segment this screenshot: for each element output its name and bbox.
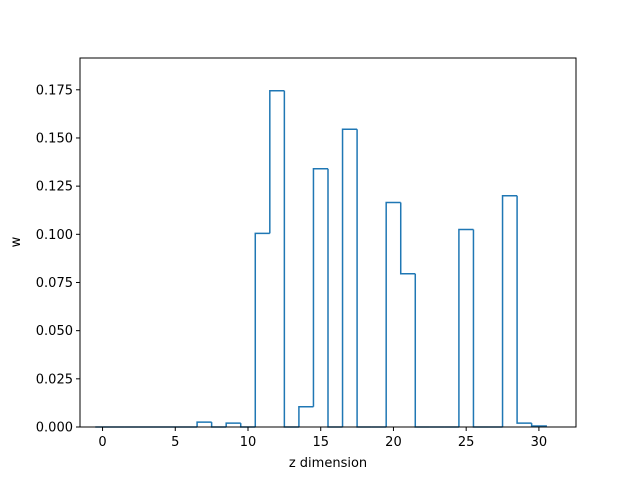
y-tick-label: 0.075	[36, 276, 73, 291]
x-tick-label: 5	[171, 435, 179, 450]
x-axis-label: z dimension	[289, 456, 367, 471]
histogram-bin	[516, 195, 532, 424]
y-tick-label: 0.175	[36, 83, 73, 98]
y-tick-label: 0.050	[36, 324, 73, 339]
histogram-bin	[254, 232, 270, 427]
histogram-bin	[472, 229, 488, 428]
x-tick-label: 15	[312, 435, 329, 450]
plot-area	[79, 57, 577, 428]
histogram-bin	[399, 202, 416, 275]
x-tick-label: 30	[531, 435, 548, 450]
y-tick-label: 0.150	[36, 131, 73, 146]
histogram-bin	[414, 273, 430, 428]
y-axis-label: w	[9, 236, 24, 247]
histogram-bin	[356, 129, 372, 428]
histogram-bin	[458, 228, 474, 427]
y-axis: 0.000 0.025 0.050 0.075 0.100 0.125 0.150 0.175	[36, 83, 80, 436]
x-tick-label: 0	[98, 435, 106, 450]
histogram-bin	[225, 422, 241, 427]
y-tick-label: 0.000	[36, 421, 73, 436]
y-tick-label: 0.025	[36, 372, 73, 387]
histogram-bin	[298, 406, 314, 427]
x-tick-label: 20	[385, 435, 402, 450]
histogram-bin	[327, 168, 343, 428]
histogram-bin	[283, 90, 299, 428]
histogram-bin	[312, 168, 328, 407]
histogram-bin	[239, 423, 256, 428]
histogram-bin	[501, 195, 518, 427]
histogram-bin	[385, 201, 401, 427]
x-tick-label: 10	[240, 435, 257, 450]
histogram-bin	[210, 422, 227, 428]
histogram-bin	[269, 90, 285, 234]
histogram-bin	[341, 128, 358, 427]
axes-frame	[79, 57, 577, 428]
x-axis: 0 5 10 15 20 25 30	[98, 427, 547, 450]
y-tick-label: 0.100	[36, 228, 73, 243]
y-tick-label: 0.125	[36, 180, 73, 195]
x-tick-label: 25	[458, 435, 475, 450]
histogram-bin	[530, 423, 547, 427]
histogram-bin	[196, 421, 212, 427]
